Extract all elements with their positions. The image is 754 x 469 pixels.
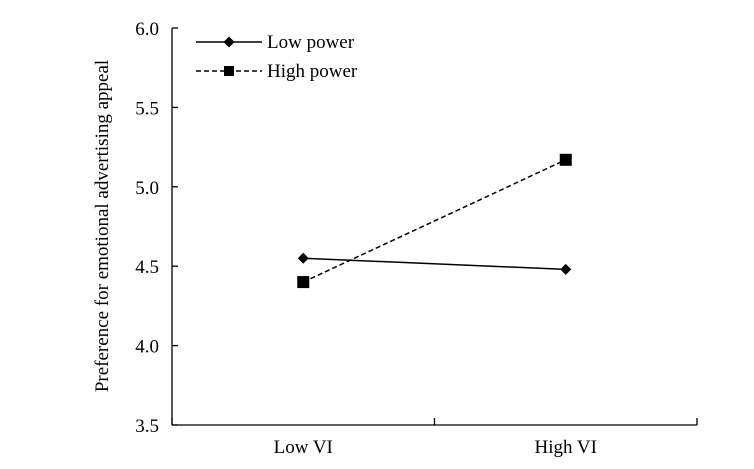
y-tick-label: 6.0	[135, 19, 159, 40]
y-tick-label: 4.0	[135, 337, 159, 358]
x-tick-label: Low VI	[274, 437, 333, 458]
data-point-high-power	[559, 153, 572, 166]
legend-low-power-label: Low power	[267, 32, 355, 53]
series-line-low-power	[303, 257, 566, 271]
y-tick-label: 5.5	[135, 98, 159, 119]
series-line-high-power	[302, 159, 567, 283]
legend-high-power-marker	[224, 66, 234, 76]
series-layer	[297, 153, 572, 289]
legend-low-power-marker	[223, 36, 235, 48]
y-tick-label: 3.5	[135, 416, 159, 437]
x-tick-label: High VI	[535, 437, 597, 458]
legend: Low power High power	[196, 32, 358, 82]
y-tick-label: 5.0	[135, 178, 159, 199]
data-point-low-power	[297, 252, 309, 264]
data-point-high-power	[297, 276, 310, 289]
legend-high-power-label: High power	[267, 61, 358, 82]
y-axis-ticks: 3.5 4.0 4.5 5.0 5.5 6.0	[135, 19, 178, 437]
x-axis-ticks: Low VI High VI	[171, 418, 698, 458]
y-tick-label: 4.5	[135, 257, 159, 278]
data-point-low-power	[560, 263, 572, 275]
y-axis-title: Preference for emotional advertising app…	[92, 60, 113, 392]
